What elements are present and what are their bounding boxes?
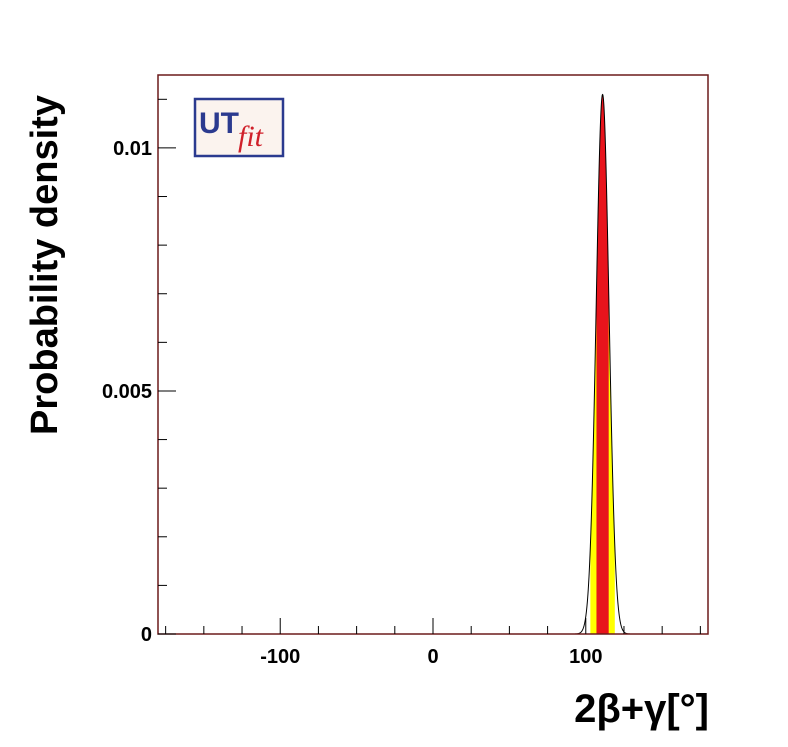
utfit-logo: UT fit	[193, 97, 285, 158]
x-tick-label: 0	[427, 646, 438, 668]
region-68	[596, 94, 609, 634]
y-axis: 0 0.005 0.01	[102, 98, 176, 646]
x-axis: -100 0 100	[165, 618, 701, 668]
y-tick-label: 0.01	[113, 138, 152, 160]
x-axis-title: 2β+γ[°]	[574, 687, 709, 731]
pdf-fill	[590, 94, 615, 634]
x-tick-label: -100	[260, 646, 300, 668]
y-tick-label: 0.005	[102, 381, 152, 403]
plot-frame	[157, 74, 709, 635]
y-tick-label: 0	[141, 624, 152, 646]
x-tick-label: 100	[569, 646, 602, 668]
svg-text:UT: UT	[199, 107, 239, 140]
svg-text:fit: fit	[238, 120, 264, 153]
y-axis-title: Probability density	[24, 95, 66, 435]
